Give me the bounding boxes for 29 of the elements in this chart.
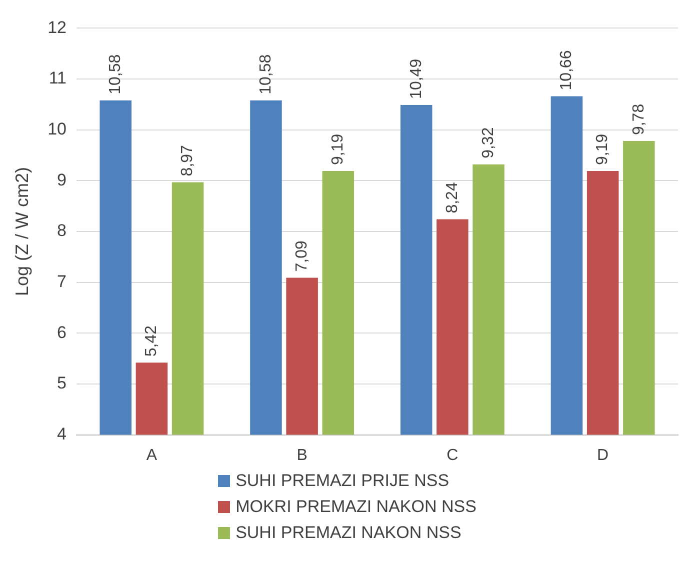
x-tick-label: D — [597, 446, 609, 464]
data-label: 10,58 — [107, 54, 124, 94]
data-label: 9,78 — [630, 104, 648, 136]
y-axis-title: Log (Z / W cm2) — [12, 166, 32, 296]
data-label: 10,49 — [408, 58, 425, 99]
data-label: 10,58 — [257, 54, 274, 94]
data-label: 9,19 — [330, 134, 347, 166]
data-label: 5,42 — [143, 325, 160, 357]
x-tick-label: B — [296, 446, 308, 464]
y-tick-label: 8 — [57, 221, 67, 240]
legend-label: SUHI PREMAZI PRIJE NSS — [236, 471, 450, 491]
y-tick-label: 10 — [48, 120, 67, 139]
y-tick-label: 12 — [48, 18, 67, 37]
data-label: 8,97 — [179, 144, 196, 176]
legend-label: SUHI PREMAZI NAKON NSS — [236, 523, 462, 543]
data-label: 8,24 — [444, 182, 461, 214]
y-tick-label: 5 — [57, 374, 67, 393]
y-tick-label: 4 — [57, 424, 67, 444]
y-tick-label: 9 — [57, 170, 67, 190]
data-label: 10,66 — [558, 50, 576, 90]
data-label: 9,19 — [594, 134, 612, 166]
x-tick-label: C — [446, 446, 458, 464]
y-tick-label: 11 — [48, 68, 67, 88]
data-label: 7,09 — [293, 240, 310, 272]
y-tick-label: 6 — [57, 322, 67, 342]
data-label: 9,32 — [480, 127, 497, 158]
legend-label: MOKRI PREMAZI NAKON NSS — [236, 497, 476, 517]
y-tick-label: 7 — [57, 272, 67, 292]
x-tick-label: A — [146, 446, 158, 464]
